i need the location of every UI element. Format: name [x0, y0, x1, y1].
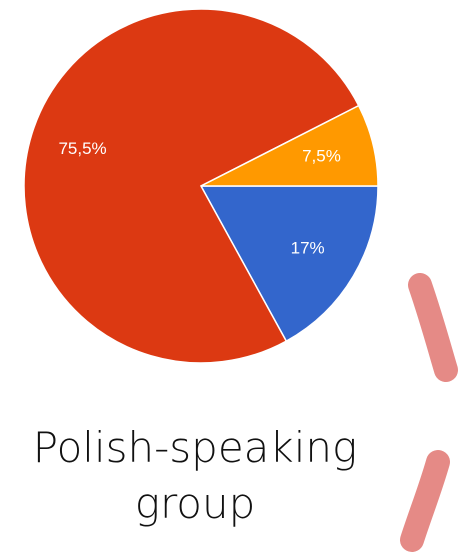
page: 17% 75,5% 7,5% Polish-speaking group [0, 0, 466, 557]
data-label: 7,5% [302, 147, 341, 166]
data-label: 17% [291, 239, 325, 258]
decor-stroke [420, 285, 446, 370]
data-label: 75,5% [58, 139, 106, 158]
chart-title: Polish-speaking group [10, 420, 380, 532]
decor-stroke [412, 462, 438, 540]
